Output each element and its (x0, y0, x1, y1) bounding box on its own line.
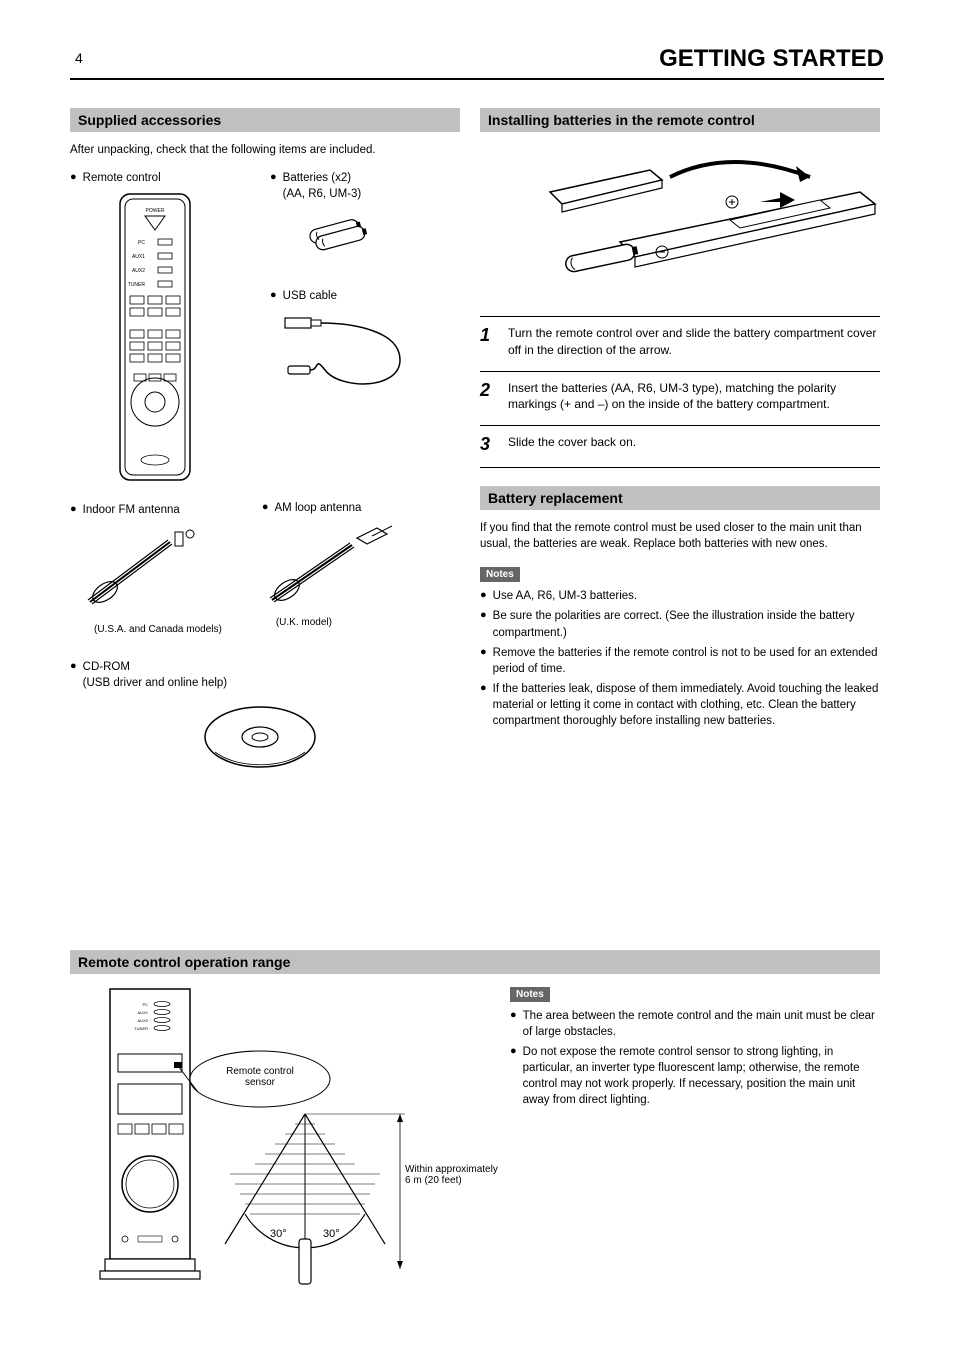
svg-text:POWER: POWER (146, 208, 165, 214)
step-3: 3 Slide the cover back on. (480, 425, 880, 468)
accessories-header: Supplied accessories (70, 108, 460, 132)
cdrom-label: CD-ROM (USB driver and online help) (83, 659, 227, 691)
note-text: Be sure the polarities are correct. (See… (493, 608, 880, 640)
note-text: The area between the remote control and … (523, 1008, 880, 1040)
battery-install-diagram (480, 142, 880, 302)
replace-header: Battery replacement (480, 486, 880, 510)
distance-label: Within approximately 6 m (20 feet) (405, 1164, 525, 1186)
remote-label: Remote control (83, 170, 161, 186)
step-text: Turn the remote control over and slide t… (508, 325, 880, 359)
bullet-icon: ● (270, 288, 277, 303)
svg-text:AUX2: AUX2 (132, 268, 145, 274)
note-text: Remove the batteries if the remote contr… (493, 645, 880, 677)
usb-item: ● USB cable (270, 288, 450, 304)
bullet-icon: ● (510, 1008, 517, 1023)
remote-diagram: POWER PC AUX1 AUX2 TUNER (100, 192, 240, 482)
bullet-icon: ● (262, 500, 269, 515)
note-item: ● If the batteries leak, dispose of them … (480, 681, 880, 729)
svg-text:TUNER: TUNER (134, 1026, 148, 1031)
notes-label: Notes (510, 987, 550, 1002)
fm-antenna-a-diagram (80, 522, 222, 622)
bullet-icon: ● (70, 659, 77, 674)
am-antenna-item: ● AM loop antenna (262, 500, 412, 516)
svg-text:PC: PC (142, 1002, 148, 1007)
svg-text:AUX1: AUX1 (132, 254, 145, 260)
note-item: ● The area between the remote control and… (510, 1008, 880, 1040)
note-item: ● Use AA, R6, UM-3 batteries. (480, 588, 880, 604)
bullet-icon: ● (270, 170, 277, 185)
batteries-label: Batteries (x2) (AA, R6, UM-3) (283, 170, 362, 202)
fm-model-a: (U.S.A. and Canada models) (94, 624, 222, 635)
bullet-icon: ● (480, 588, 487, 603)
step-text: Slide the cover back on. (508, 434, 880, 451)
replace-notes-list: ● Use AA, R6, UM-3 batteries. ● Be sure th… (480, 588, 880, 729)
usb-diagram (280, 310, 450, 400)
svg-text:30°: 30° (323, 1228, 340, 1240)
bullet-icon: ● (480, 608, 487, 623)
bullet-icon: ● (480, 645, 487, 660)
am-antenna-diagram (262, 520, 412, 615)
left-column: Supplied accessories After unpacking, ch… (70, 108, 460, 777)
install-header: Installing batteries in the remote contr… (480, 108, 880, 132)
svg-text:AUX1: AUX1 (138, 1010, 149, 1015)
batteries-diagram (290, 208, 450, 258)
fm-antenna-label: Indoor FM antenna (83, 502, 180, 518)
note-item: ● Be sure the polarities are correct. (Se… (480, 608, 880, 640)
page-title: GETTING STARTED (659, 45, 884, 73)
step-2: 2 Insert the batteries (AA, R6, UM-3 typ… (480, 371, 880, 426)
sensor-label: Remote control sensor (210, 1066, 310, 1088)
cdrom-diagram (190, 697, 460, 777)
bullet-icon: ● (480, 681, 487, 696)
step-number: 2 (480, 380, 508, 401)
page-number: 4 (75, 50, 83, 66)
usb-label: USB cable (283, 288, 337, 304)
note-item: ● Do not expose the remote control sensor… (510, 1044, 880, 1108)
svg-text:TUNER: TUNER (128, 282, 146, 288)
bullet-icon: ● (510, 1044, 517, 1059)
step-1: 1 Turn the remote control over and slide… (480, 316, 880, 371)
note-text: If the batteries leak, dispose of them i… (493, 681, 880, 729)
note-text: Use AA, R6, UM-3 batteries. (493, 588, 637, 604)
note-item: ● Remove the batteries if the remote cont… (480, 645, 880, 677)
bullet-icon: ● (70, 502, 77, 517)
accessories-intro: After unpacking, check that the followin… (70, 142, 460, 158)
fm-model-b: (U.K. model) (276, 617, 412, 628)
operation-range-header: Remote control operation range (70, 950, 880, 974)
am-antenna-label: AM loop antenna (275, 500, 362, 516)
title-rule (70, 78, 884, 80)
operation-range-diagram: PC AUX1 AUX2 TUNER (70, 984, 430, 1294)
operation-notes-list: ● The area between the remote control and… (510, 1008, 880, 1109)
step-number: 3 (480, 434, 508, 455)
right-column: Installing batteries in the remote contr… (480, 108, 880, 733)
svg-text:PC: PC (138, 240, 145, 246)
step-text: Insert the batteries (AA, R6, UM-3 type)… (508, 380, 880, 414)
step-number: 1 (480, 325, 508, 346)
note-text: Do not expose the remote control sensor … (523, 1044, 880, 1108)
notes-label: Notes (480, 567, 520, 582)
replace-body: If you find that the remote control must… (480, 520, 880, 552)
operation-range-section: Remote control operation range PC AUX1 A… (70, 950, 880, 1294)
bullet-icon: ● (70, 170, 77, 185)
remote-item: ● Remote control (70, 170, 240, 186)
svg-text:AUX2: AUX2 (138, 1018, 149, 1023)
svg-text:30°: 30° (270, 1228, 287, 1240)
batteries-item: ● Batteries (x2) (AA, R6, UM-3) (270, 170, 450, 202)
cdrom-item: ● CD-ROM (USB driver and online help) (70, 659, 460, 691)
